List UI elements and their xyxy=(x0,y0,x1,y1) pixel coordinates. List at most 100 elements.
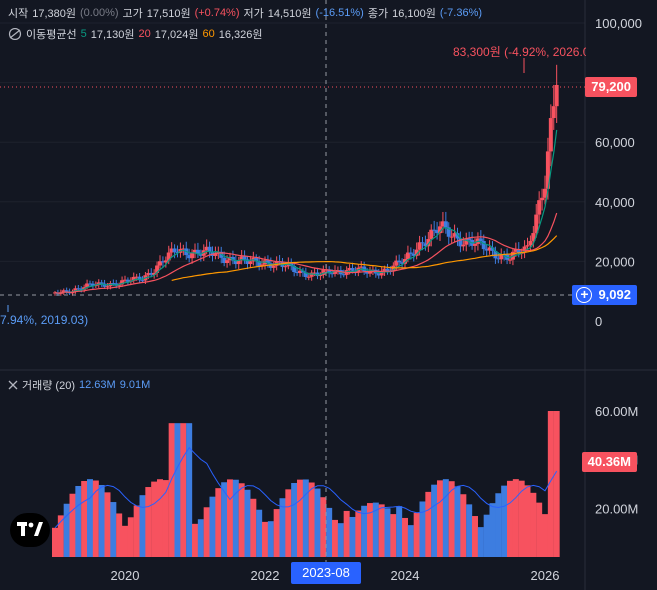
volume-bar xyxy=(157,479,163,557)
volume-bar xyxy=(530,492,537,557)
candle-body xyxy=(283,266,288,268)
low-change: (-16.51%) xyxy=(315,7,364,19)
candle-body xyxy=(487,247,492,251)
volume-bar xyxy=(442,479,449,557)
volume-bar xyxy=(536,502,543,557)
candle-body xyxy=(347,267,352,271)
high-value: 17,510원 xyxy=(146,8,191,20)
volume-bar xyxy=(221,482,228,557)
volume-bar xyxy=(273,509,280,557)
candle-body xyxy=(225,260,230,264)
candle-body xyxy=(260,264,265,267)
candle-body xyxy=(508,259,512,261)
volume-bar xyxy=(367,503,373,557)
candle-body xyxy=(213,253,218,256)
plus-circle-icon[interactable]: + xyxy=(576,287,593,303)
volume-bar xyxy=(437,480,443,557)
volume-bar xyxy=(542,514,548,557)
candle-body xyxy=(271,265,276,268)
candle-body xyxy=(400,262,405,264)
candle-body xyxy=(531,233,536,241)
candle-body xyxy=(318,274,323,277)
candle-body xyxy=(435,230,440,234)
ma-label: 이동평균선 xyxy=(26,29,77,41)
candle-body xyxy=(429,229,434,240)
volume-bar xyxy=(250,498,257,557)
volume-bar xyxy=(122,525,128,557)
last-volume-pill: 40.36M xyxy=(581,452,637,472)
volume-bar xyxy=(110,502,117,557)
volume-legend[interactable]: 거래량 (20) 12.63M 9.01M xyxy=(8,377,150,393)
candle-body xyxy=(120,280,125,285)
close-change: (-7.36%) xyxy=(439,7,483,19)
volume-bar xyxy=(326,507,333,557)
candle-body xyxy=(155,265,160,273)
candle-body xyxy=(411,253,416,256)
candle-body xyxy=(163,260,168,263)
candle-body xyxy=(300,270,305,273)
candle-body xyxy=(467,238,472,240)
tradingview-logo-icon[interactable] xyxy=(10,513,50,547)
volume-bar xyxy=(291,482,298,557)
volume-bar xyxy=(63,503,70,557)
volume-bar xyxy=(256,509,263,557)
candle-body xyxy=(79,288,84,290)
volume-bar xyxy=(472,516,478,557)
candle-body xyxy=(207,246,212,252)
close-icon[interactable] xyxy=(8,380,18,390)
crosshair-price-pill[interactable]: + 9,092 xyxy=(572,285,637,305)
volume-bar xyxy=(460,494,467,557)
volume-bar xyxy=(483,514,490,557)
candle-body xyxy=(464,238,469,245)
candle-body xyxy=(438,226,442,234)
candle-body xyxy=(426,239,431,247)
volume-bar xyxy=(168,423,175,557)
candle-body xyxy=(193,249,197,254)
candle-body xyxy=(455,233,460,239)
candle-body xyxy=(551,106,556,119)
close-value: 16,100원 xyxy=(392,8,436,20)
ma60-period: 60 xyxy=(202,28,215,40)
candle-body xyxy=(397,260,402,263)
volume-bar xyxy=(151,481,158,557)
volume-bar xyxy=(267,521,274,557)
volume-bar xyxy=(145,487,152,557)
candle-body xyxy=(230,256,235,261)
eye-icon[interactable] xyxy=(8,28,22,40)
candle-body xyxy=(516,249,521,253)
volume-bar xyxy=(197,519,204,557)
candle-body xyxy=(368,271,372,274)
candle-body xyxy=(540,197,545,201)
volume-bar xyxy=(507,480,513,557)
ma-legend[interactable]: 이동평균선 5 17,130원 20 17,024원 60 16,326원 xyxy=(8,26,263,42)
volume-bar xyxy=(553,411,560,557)
time-tick-label: 2026 xyxy=(531,568,560,583)
candle-body xyxy=(187,255,192,259)
volume-bar xyxy=(402,517,408,557)
candle-body xyxy=(73,288,78,292)
candle-body xyxy=(111,283,116,285)
volume-bar xyxy=(75,485,82,557)
price-tick-label: 20,000 xyxy=(595,254,635,269)
candle-body xyxy=(350,267,355,271)
volume-bar xyxy=(297,479,303,557)
volume-bar xyxy=(332,519,338,557)
price-tick-label: 40,000 xyxy=(595,195,635,210)
candle-body xyxy=(298,270,302,274)
crosshair-date: 2023-08 xyxy=(291,562,361,584)
volume-bar xyxy=(162,480,169,557)
candle-body xyxy=(254,257,259,262)
volume-bar xyxy=(308,482,315,557)
volume-bar xyxy=(314,488,321,557)
candle-body xyxy=(513,249,518,252)
open-label: 시작 xyxy=(8,8,29,20)
high-label: 고가 xyxy=(122,8,143,20)
candle-body xyxy=(204,246,209,251)
candle-body xyxy=(140,280,145,282)
candle-body xyxy=(417,242,422,250)
volume-bar xyxy=(186,423,193,557)
volume-bar xyxy=(215,488,222,557)
volume-bar xyxy=(244,489,251,557)
candle-body xyxy=(327,269,332,274)
